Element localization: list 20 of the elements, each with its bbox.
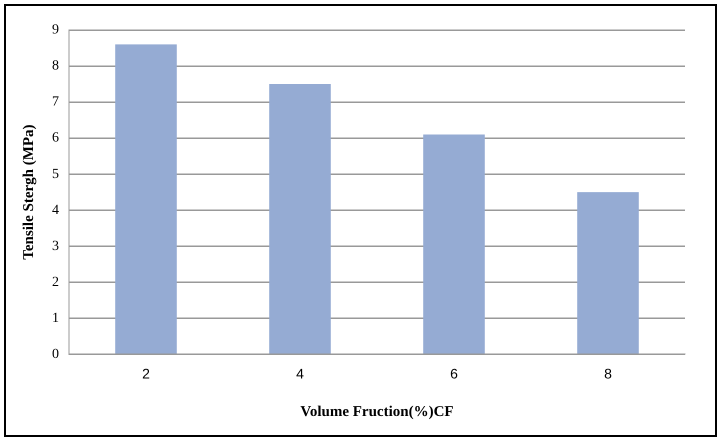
y-tick-label: 9 xyxy=(52,22,59,38)
x-tick-label: 6 xyxy=(450,365,458,382)
x-tick-label: 8 xyxy=(604,365,612,382)
bar xyxy=(115,44,177,354)
y-tick-label: 2 xyxy=(52,274,59,290)
x-tick-label: 4 xyxy=(296,365,304,382)
y-tick-label: 3 xyxy=(52,238,59,254)
x-tick-label: 2 xyxy=(142,365,150,382)
y-tick-label: 7 xyxy=(52,94,59,110)
y-tick-label: 5 xyxy=(52,166,59,182)
y-axis-title: Tensile Stergh (MPa) xyxy=(20,124,37,260)
y-tick-label: 6 xyxy=(52,130,59,146)
bar xyxy=(577,192,639,354)
x-axis-title: Volume Fruction(%)CF xyxy=(300,404,454,420)
y-tick-label: 0 xyxy=(52,346,59,362)
bar xyxy=(423,134,485,354)
y-tick-label: 4 xyxy=(52,202,59,218)
y-tick-label: 1 xyxy=(52,310,59,326)
y-tick-label: 8 xyxy=(52,58,59,74)
bar xyxy=(269,84,331,354)
